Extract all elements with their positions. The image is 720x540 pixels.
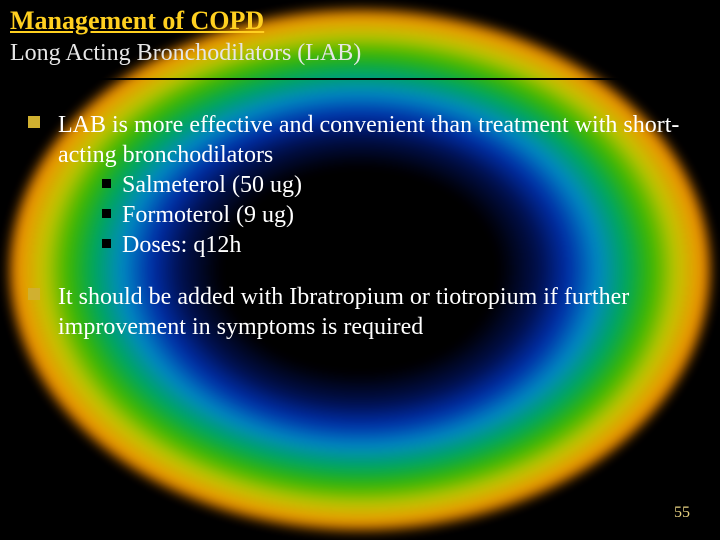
square-bullet-icon bbox=[102, 179, 111, 188]
divider-line bbox=[14, 78, 706, 80]
bullet-text: LAB is more effective and convenient tha… bbox=[58, 112, 679, 168]
sub-list-item: Formoterol (9 ug) bbox=[58, 200, 700, 230]
bullet-text: It should be added with Ibratropium or t… bbox=[58, 284, 629, 340]
page-number: 55 bbox=[674, 504, 690, 522]
sub-list-item: Salmeterol (50 ug) bbox=[58, 170, 700, 200]
slide-content: Management of COPD Long Acting Bronchodi… bbox=[0, 0, 720, 540]
sub-list-item: Doses: q12h bbox=[58, 230, 700, 260]
slide: Management of COPD Long Acting Bronchodi… bbox=[0, 0, 720, 540]
square-bullet-icon bbox=[28, 288, 40, 300]
sub-bullet-text: Salmeterol (50 ug) bbox=[122, 172, 302, 198]
list-item: It should be added with Ibratropium or t… bbox=[28, 282, 700, 342]
slide-subtitle: Long Acting Bronchodilators (LAB) bbox=[10, 40, 361, 67]
square-bullet-icon bbox=[28, 116, 40, 128]
square-bullet-icon bbox=[102, 209, 111, 218]
slide-title: Management of COPD bbox=[10, 6, 264, 36]
sub-bullet-text: Doses: q12h bbox=[122, 232, 241, 258]
bullet-list: LAB is more effective and convenient tha… bbox=[28, 110, 700, 364]
sub-bullet-text: Formoterol (9 ug) bbox=[122, 202, 294, 228]
square-bullet-icon bbox=[102, 239, 111, 248]
list-item: LAB is more effective and convenient tha… bbox=[28, 110, 700, 260]
